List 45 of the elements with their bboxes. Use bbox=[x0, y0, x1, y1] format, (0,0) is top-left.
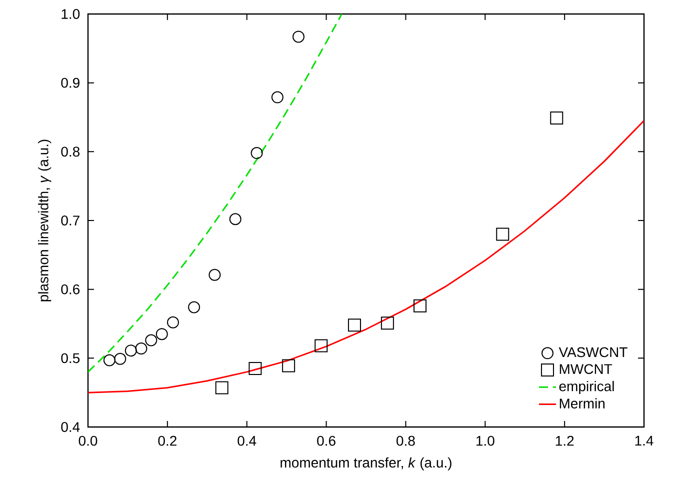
y-tick-label: 1.0 bbox=[62, 9, 80, 19]
y-tick-label: 0.6 bbox=[61, 284, 80, 294]
point bbox=[156, 328, 168, 340]
point bbox=[250, 147, 263, 160]
point bbox=[166, 316, 179, 328]
point bbox=[188, 301, 200, 314]
point bbox=[135, 342, 148, 355]
y-tick-label: 0.8 bbox=[61, 146, 80, 157]
point bbox=[124, 344, 137, 357]
point bbox=[550, 111, 564, 124]
y-tick-label: 0.4 bbox=[61, 422, 80, 432]
point bbox=[348, 318, 361, 332]
legend-label: VASWCNT bbox=[558, 347, 628, 358]
point bbox=[314, 339, 328, 352]
x-tick-label: 1.2 bbox=[556, 436, 574, 446]
legend-label: empirical bbox=[559, 380, 614, 394]
point bbox=[292, 30, 304, 43]
x-tick-label: 0.8 bbox=[396, 436, 415, 446]
point bbox=[114, 352, 126, 365]
point bbox=[103, 354, 116, 366]
point bbox=[229, 213, 242, 226]
line-series bbox=[88, 14, 343, 373]
x-tick-label: 1.4 bbox=[635, 436, 654, 446]
y-tick-label: 0.7 bbox=[61, 216, 80, 226]
point bbox=[380, 316, 394, 330]
x-tick-label: 0.6 bbox=[317, 436, 336, 446]
point bbox=[145, 334, 158, 346]
x-axis-title: momentum transfer, k (a.u.) bbox=[280, 457, 452, 470]
point bbox=[215, 381, 228, 394]
point bbox=[414, 299, 427, 312]
x-tick-label: 0.4 bbox=[238, 436, 256, 446]
legend-label: Mermin bbox=[560, 398, 604, 408]
x-tick-label: 1.0 bbox=[476, 436, 494, 446]
line-series bbox=[88, 120, 644, 394]
y-axis-title: plasmon linewidth, γ (a.u.) bbox=[38, 140, 52, 302]
legend-label: MWCNT bbox=[560, 364, 612, 374]
point bbox=[496, 228, 510, 241]
point bbox=[248, 362, 262, 375]
y-tick-label: 0.9 bbox=[61, 78, 80, 88]
point bbox=[208, 268, 221, 281]
point bbox=[282, 359, 296, 372]
y-tick-label: 0.5 bbox=[61, 353, 80, 364]
point bbox=[271, 91, 284, 104]
x-tick-label: 0.2 bbox=[158, 436, 176, 446]
x-tick-label: 0.0 bbox=[78, 436, 98, 446]
